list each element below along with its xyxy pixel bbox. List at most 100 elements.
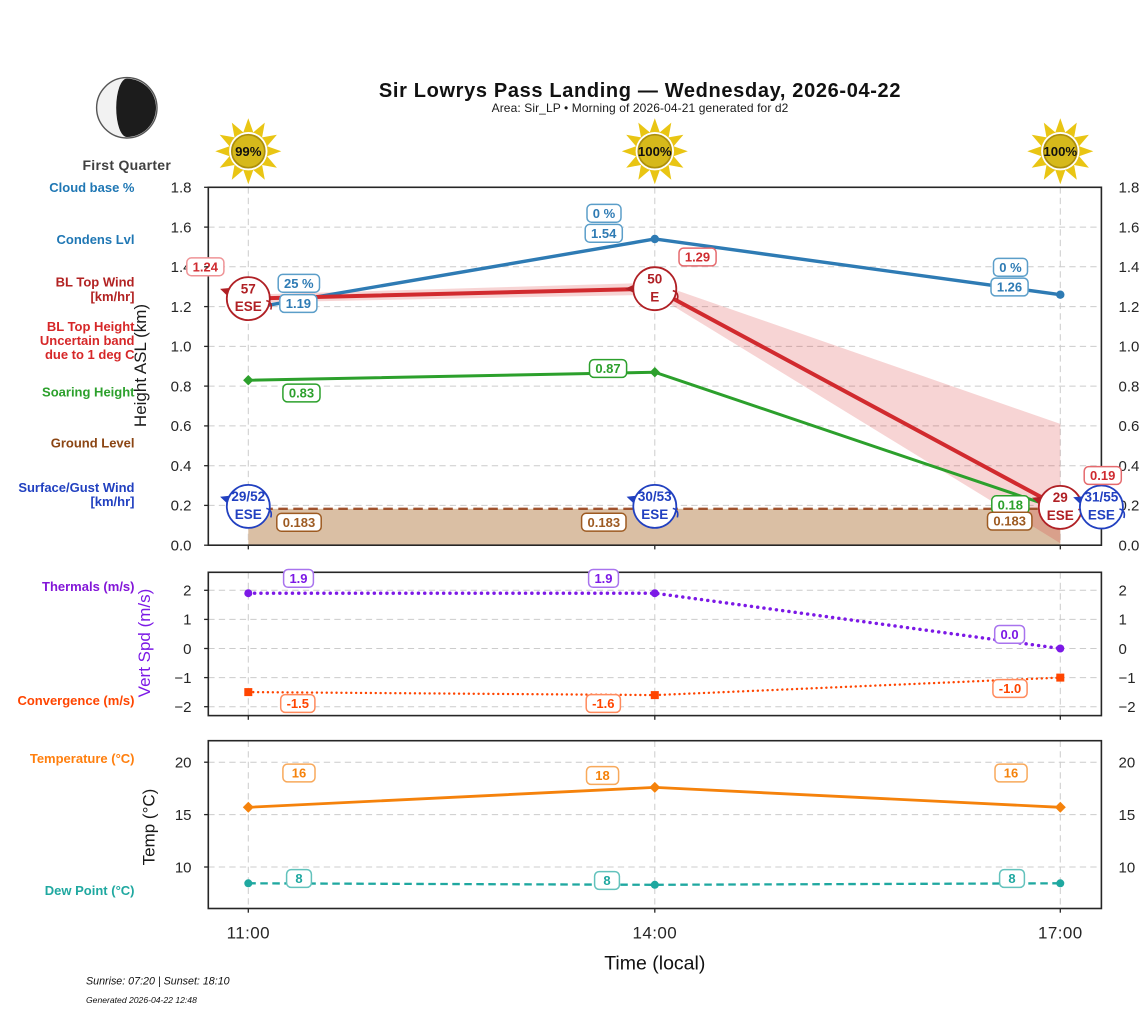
svg-text:10: 10 xyxy=(175,859,192,876)
svg-text:1.29: 1.29 xyxy=(685,250,710,265)
svg-text:Soaring Height: Soaring Height xyxy=(42,385,135,400)
svg-text:0.0: 0.0 xyxy=(171,538,192,555)
svg-text:1.54: 1.54 xyxy=(591,226,617,241)
svg-text:Thermals (m/s): Thermals (m/s) xyxy=(42,579,134,594)
svg-text:14:00: 14:00 xyxy=(633,924,678,943)
svg-text:Ground Level: Ground Level xyxy=(51,436,135,451)
svg-text:[km/hr]: [km/hr] xyxy=(90,494,134,509)
svg-text:Dew Point (°C): Dew Point (°C) xyxy=(45,883,135,898)
svg-text:1.8: 1.8 xyxy=(1119,180,1140,197)
svg-text:100%: 100% xyxy=(638,144,672,159)
svg-text:0 %: 0 % xyxy=(593,206,616,221)
svg-text:16: 16 xyxy=(1004,766,1018,781)
svg-text:0.19: 0.19 xyxy=(1090,468,1115,483)
svg-text:E: E xyxy=(650,289,659,304)
svg-text:57: 57 xyxy=(241,281,256,296)
svg-text:-1.5: -1.5 xyxy=(287,696,309,711)
svg-text:0: 0 xyxy=(1119,641,1127,658)
svg-text:Convergence (m/s): Convergence (m/s) xyxy=(17,693,134,708)
svg-text:1.6: 1.6 xyxy=(171,219,192,236)
svg-text:1.2: 1.2 xyxy=(171,299,192,316)
svg-text:ESE: ESE xyxy=(1047,508,1074,523)
svg-text:20: 20 xyxy=(1119,755,1136,772)
svg-text:0 %: 0 % xyxy=(999,260,1022,275)
svg-text:0.183: 0.183 xyxy=(588,515,621,530)
svg-text:First Quarter: First Quarter xyxy=(82,157,171,173)
svg-text:Generated 2026-04-22 12:48: Generated 2026-04-22 12:48 xyxy=(86,995,197,1005)
svg-text:0.0: 0.0 xyxy=(1119,538,1140,555)
svg-text:1.4: 1.4 xyxy=(1119,259,1140,276)
svg-text:BL Top Wind: BL Top Wind xyxy=(56,275,135,290)
svg-text:2: 2 xyxy=(183,583,191,600)
svg-text:Area: Sir_LP • Morning of 2026: Area: Sir_LP • Morning of 2026-04-21 gen… xyxy=(492,101,789,115)
svg-text:50: 50 xyxy=(647,271,662,286)
svg-text:1.8: 1.8 xyxy=(171,180,192,197)
svg-text:1.2: 1.2 xyxy=(1119,299,1140,316)
svg-text:Sunrise: 07:20 | Sunset: 18:10: Sunrise: 07:20 | Sunset: 18:10 xyxy=(86,976,230,988)
svg-text:1.0: 1.0 xyxy=(171,339,192,356)
svg-text:1.6: 1.6 xyxy=(1119,219,1140,236)
svg-text:99%: 99% xyxy=(235,144,262,159)
svg-text:Condens Lvl: Condens Lvl xyxy=(56,232,134,247)
svg-text:Height ASL (km): Height ASL (km) xyxy=(131,304,150,427)
svg-text:1.9: 1.9 xyxy=(289,571,307,586)
svg-text:−2: −2 xyxy=(1119,699,1136,716)
svg-text:ESE: ESE xyxy=(1088,508,1115,523)
svg-text:0.4: 0.4 xyxy=(1119,458,1140,475)
svg-text:0.8: 0.8 xyxy=(1119,378,1140,395)
svg-text:Time (local): Time (local) xyxy=(604,953,705,975)
svg-text:16: 16 xyxy=(292,766,306,781)
svg-text:0.0: 0.0 xyxy=(1001,627,1019,642)
svg-text:0.87: 0.87 xyxy=(595,361,620,376)
svg-text:BL Top Height: BL Top Height xyxy=(47,319,135,334)
svg-text:0.18: 0.18 xyxy=(998,497,1023,512)
svg-text:0.83: 0.83 xyxy=(289,386,314,401)
svg-text:31/55: 31/55 xyxy=(1085,490,1119,505)
svg-text:0.2: 0.2 xyxy=(1119,498,1140,515)
svg-text:1: 1 xyxy=(1119,612,1127,629)
svg-text:Cloud base %: Cloud base % xyxy=(49,180,135,195)
svg-text:1.19: 1.19 xyxy=(286,296,311,311)
svg-text:0: 0 xyxy=(183,641,191,658)
svg-text:29/52: 29/52 xyxy=(231,489,265,504)
svg-text:8: 8 xyxy=(603,873,610,888)
svg-text:2: 2 xyxy=(1119,583,1127,600)
svg-text:30/53: 30/53 xyxy=(638,489,672,504)
svg-text:Uncertain band: Uncertain band xyxy=(40,333,135,348)
svg-text:0.6: 0.6 xyxy=(171,418,192,435)
svg-text:Surface/Gust Wind: Surface/Gust Wind xyxy=(18,480,134,495)
svg-text:ESE: ESE xyxy=(235,299,262,314)
svg-text:1.26: 1.26 xyxy=(997,280,1022,295)
svg-text:15: 15 xyxy=(175,807,192,824)
svg-text:0.183: 0.183 xyxy=(993,514,1026,529)
svg-text:0.183: 0.183 xyxy=(283,515,316,530)
svg-text:Temperature (°C): Temperature (°C) xyxy=(30,751,135,766)
svg-text:1.0: 1.0 xyxy=(1119,339,1140,356)
svg-text:11:00: 11:00 xyxy=(227,924,270,943)
svg-text:[km/hr]: [km/hr] xyxy=(90,289,134,304)
svg-text:25 %: 25 % xyxy=(284,276,314,291)
svg-text:0.8: 0.8 xyxy=(171,378,192,395)
svg-text:17:00: 17:00 xyxy=(1038,924,1083,943)
svg-text:8: 8 xyxy=(295,871,302,886)
svg-text:0.4: 0.4 xyxy=(171,458,192,475)
svg-text:−1: −1 xyxy=(1119,670,1136,687)
svg-text:0.2: 0.2 xyxy=(171,498,192,515)
svg-text:29: 29 xyxy=(1053,490,1068,505)
svg-text:8: 8 xyxy=(1008,871,1015,886)
svg-text:ESE: ESE xyxy=(641,507,668,522)
svg-text:100%: 100% xyxy=(1043,144,1077,159)
svg-text:−1: −1 xyxy=(174,670,191,687)
svg-text:-1.0: -1.0 xyxy=(999,681,1021,696)
svg-text:20: 20 xyxy=(175,755,192,772)
svg-text:due to 1 deg C: due to 1 deg C xyxy=(45,347,135,362)
svg-text:15: 15 xyxy=(1119,807,1136,824)
svg-text:Temp (°C): Temp (°C) xyxy=(140,789,159,866)
svg-text:-1.6: -1.6 xyxy=(592,696,614,711)
svg-text:18: 18 xyxy=(595,768,609,783)
svg-text:10: 10 xyxy=(1119,859,1136,876)
svg-text:−2: −2 xyxy=(174,699,191,716)
svg-text:0.6: 0.6 xyxy=(1119,418,1140,435)
svg-text:Sir Lowrys Pass Landing — Wedn: Sir Lowrys Pass Landing — Wednesday, 202… xyxy=(379,80,901,102)
svg-text:1: 1 xyxy=(183,612,191,629)
